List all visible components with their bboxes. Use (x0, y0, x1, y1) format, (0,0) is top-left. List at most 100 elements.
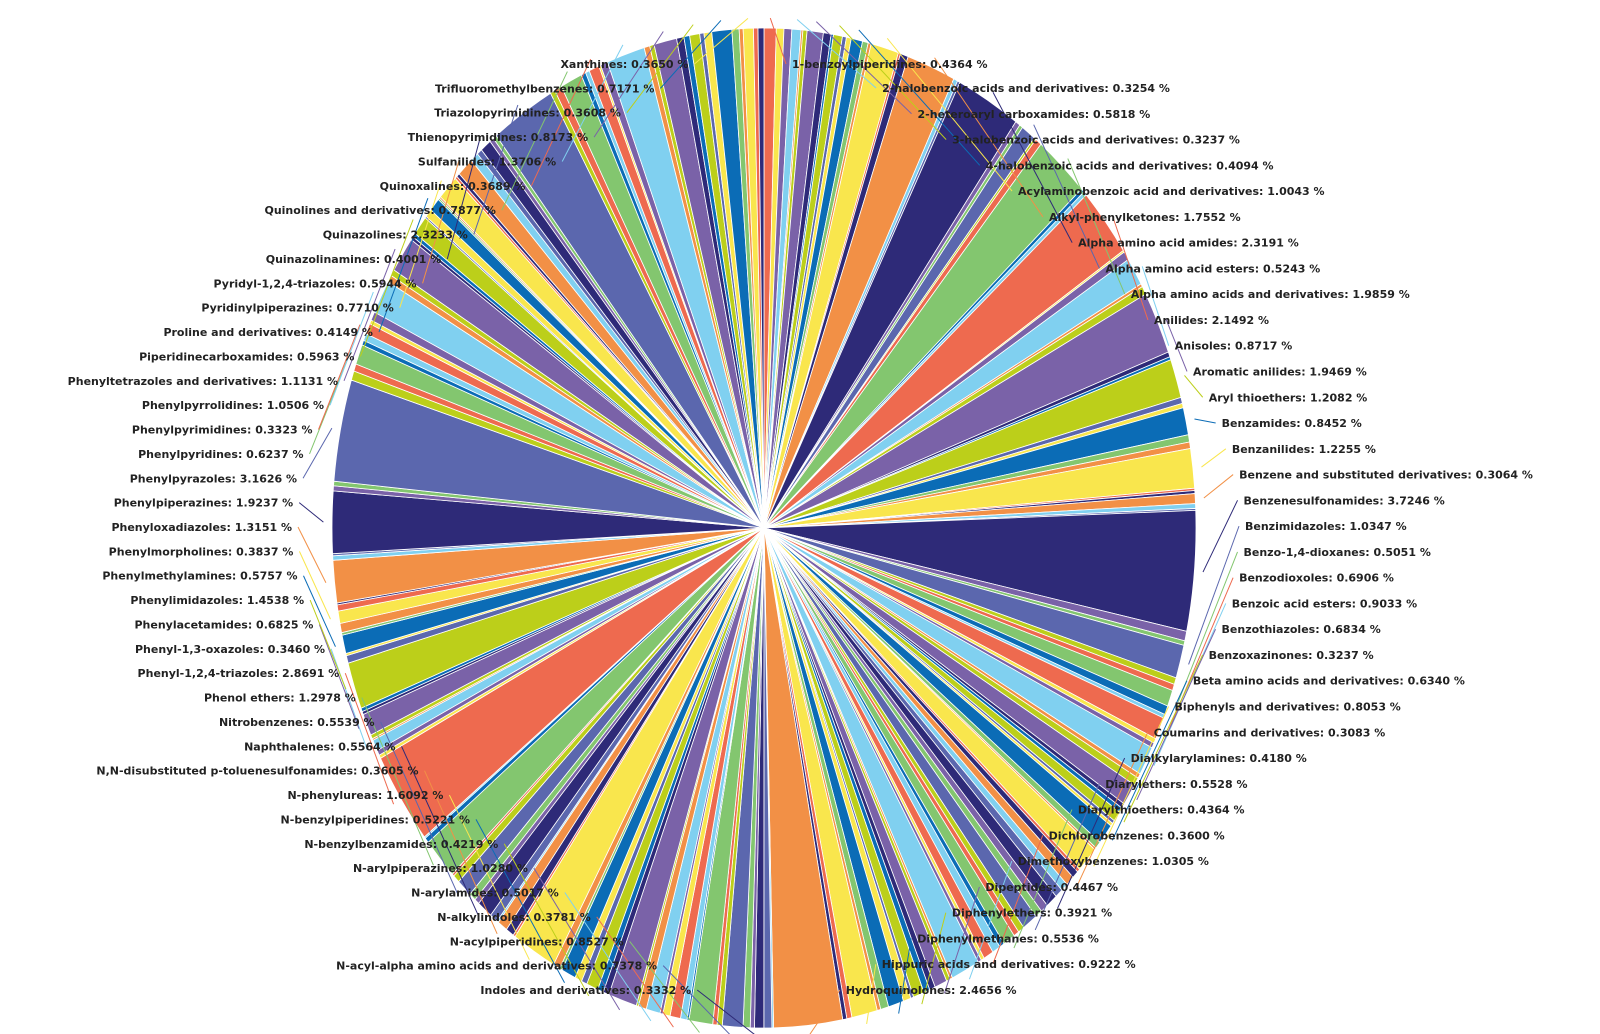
leader-line (1033, 124, 1100, 269)
leader-line (1201, 448, 1227, 468)
slice-label: Sulfanilides: 1.3706 % (418, 155, 556, 168)
leader-line (302, 427, 333, 479)
slice-label: Phenyl-1,2,4-triazoles: 2.8691 % (138, 667, 340, 680)
leader-line (898, 938, 912, 1014)
leader-line (809, 989, 841, 1034)
pie-slice-minor (757, 27, 765, 529)
slice-label: Diphenylethers: 0.3921 % (952, 907, 1112, 920)
pie-slices (331, 27, 1197, 1029)
slice-label: Diarylthioethers: 0.4364 % (1078, 804, 1245, 817)
slice-label: Quinazolines: 2.3233 % (323, 229, 468, 242)
slice-label: Dichlorobenzenes: 0.3600 % (1049, 829, 1225, 842)
leader-line (626, 24, 694, 114)
slice-label: Anisoles: 0.8717 % (1175, 340, 1293, 353)
leader-line (694, 17, 749, 65)
leader-line (1194, 418, 1216, 424)
leader-line (968, 860, 1013, 980)
slice-label: Phenylpyrrolidines: 1.0506 % (142, 399, 324, 412)
leader-line (344, 673, 395, 805)
leader-line (1202, 500, 1238, 573)
leader-line (298, 551, 331, 620)
leader-line (1203, 474, 1234, 499)
leader-line (503, 843, 590, 997)
slice-label: Phenylimidazoles: 1.4538 % (130, 594, 304, 607)
leader-line (298, 502, 324, 523)
slice-label: N-alkylindoles: 0.3781 % (437, 911, 591, 924)
slice-label: Benzoxazinones: 0.3237 % (1209, 649, 1374, 662)
slice-label: Phenyltetrazoles and derivatives: 1.1131… (68, 375, 338, 388)
slice-label: Hippuric acids and derivatives: 0.9222 % (882, 958, 1136, 971)
slice-label: 2-heteroaryl carboxamides: 0.5818 % (918, 108, 1151, 121)
leader-line (330, 648, 368, 750)
leader-lines (297, 17, 1240, 1034)
leader-line (858, 29, 981, 166)
slice-label: Phenylmorpholines: 0.3837 % (109, 545, 294, 558)
leader-line (1123, 654, 1204, 823)
leader-line (318, 324, 361, 430)
slice-label: Coumarins and derivatives: 0.3083 % (1154, 726, 1386, 739)
slice-label: Phenylpyrimidines: 0.3323 % (132, 424, 313, 437)
leader-line (1111, 680, 1188, 841)
leader-line (815, 21, 912, 115)
slice-label: N-arylpiperazines: 1.0280 % (353, 862, 528, 875)
leader-line (696, 989, 755, 1034)
slice-label: N-acyl-alpha amino acids and derivatives… (336, 960, 657, 973)
leader-line (943, 886, 980, 994)
slice-label: Benzamides: 0.8452 % (1222, 417, 1362, 430)
leader-line (769, 17, 787, 65)
leader-line (992, 835, 1044, 964)
slice-label: Quinolines and derivatives: 0.7877 % (264, 204, 495, 217)
slice-label: Indoles and derivatives: 0.3332 % (480, 984, 691, 997)
leader-line (329, 291, 374, 406)
slice-label: Alpha amino acid esters: 0.5243 % (1106, 262, 1321, 275)
slice-label: Dimethoxybenzenes: 1.0305 % (1018, 855, 1209, 868)
leader-line (297, 526, 327, 584)
leader-line (1165, 318, 1188, 372)
slice-label: N-arylamides: 0.5017 % (411, 887, 559, 900)
slice-label: Phenyloxadiazoles: 1.3151 % (111, 521, 292, 534)
slice-label: Xanthines: 0.3650 % (560, 58, 688, 71)
slice-label: Biphenyls and derivatives: 0.8053 % (1175, 701, 1401, 714)
slice-label: Acylaminobenzoic acid and derivatives: 1… (1018, 185, 1325, 198)
leader-line (839, 25, 947, 140)
slice-label: Phenol ethers: 1.2978 % (204, 692, 356, 705)
leader-line (593, 31, 664, 138)
slice-label: Phenylpiperazines: 1.9237 % (114, 497, 294, 510)
slice-label: Piperidinecarboxamides: 0.5963 % (139, 350, 354, 363)
leader-line (1034, 783, 1100, 931)
leader-line (866, 964, 877, 1025)
slice-label: Aromatic anilides: 1.9469 % (1193, 365, 1367, 378)
slice-label: 1-benzoylpiperidines: 0.4364 % (792, 58, 987, 71)
slice-label: Phenylmethylamines: 0.5757 % (102, 570, 297, 583)
leader-line (378, 198, 429, 333)
slice-label: Triazolopyrimidines: 0.3608 % (434, 107, 621, 120)
slice-label: Trifluoromethylbenzenes: 0.7171 % (435, 82, 654, 95)
leader-line (1136, 628, 1217, 801)
leader-line (399, 180, 442, 308)
leader-line (561, 44, 624, 162)
leader-line (473, 104, 519, 235)
leader-line (992, 92, 1073, 243)
slice-label: Dialkylarylamines: 0.4180 % (1131, 752, 1307, 765)
leader-line (886, 38, 1013, 192)
leader-line (446, 137, 481, 260)
slice-label: Proline and derivatives: 0.4149 % (163, 326, 373, 339)
slice-label: N-benzylbenzamides: 0.4219 % (304, 838, 498, 851)
slice-label: N,N-disubstituted p-toluenesulfonamides:… (96, 765, 418, 778)
leader-line (596, 916, 674, 1028)
slice-label: Phenylpyrazoles: 3.1626 % (130, 472, 297, 485)
slice-label: Benzo-1,4-dioxanes: 0.5051 % (1244, 546, 1431, 559)
slice-label: 2-halobenzoic acids and derivatives: 0.3… (882, 82, 1170, 95)
slice-labels: 1-benzoylpiperidines: 0.4364 % 2-halobenz… (68, 58, 1533, 997)
leader-line (934, 57, 1044, 218)
leader-line (530, 58, 592, 187)
slice-label: N-benzylpiperidines: 0.5221 % (281, 813, 470, 826)
slice-label: Quinazolinamines: 0.4001 % (266, 253, 442, 266)
slice-label: Aryl thioethers: 1.2082 % (1209, 391, 1368, 404)
slice-label: Quinoxalines: 0.3689 % (380, 180, 526, 193)
leader-line (424, 770, 498, 935)
slice-label: Diphenylmethanes: 0.5536 % (917, 932, 1099, 945)
slice-label: Alpha amino acids and derivatives: 1.985… (1131, 288, 1410, 301)
leader-line (1184, 375, 1204, 398)
